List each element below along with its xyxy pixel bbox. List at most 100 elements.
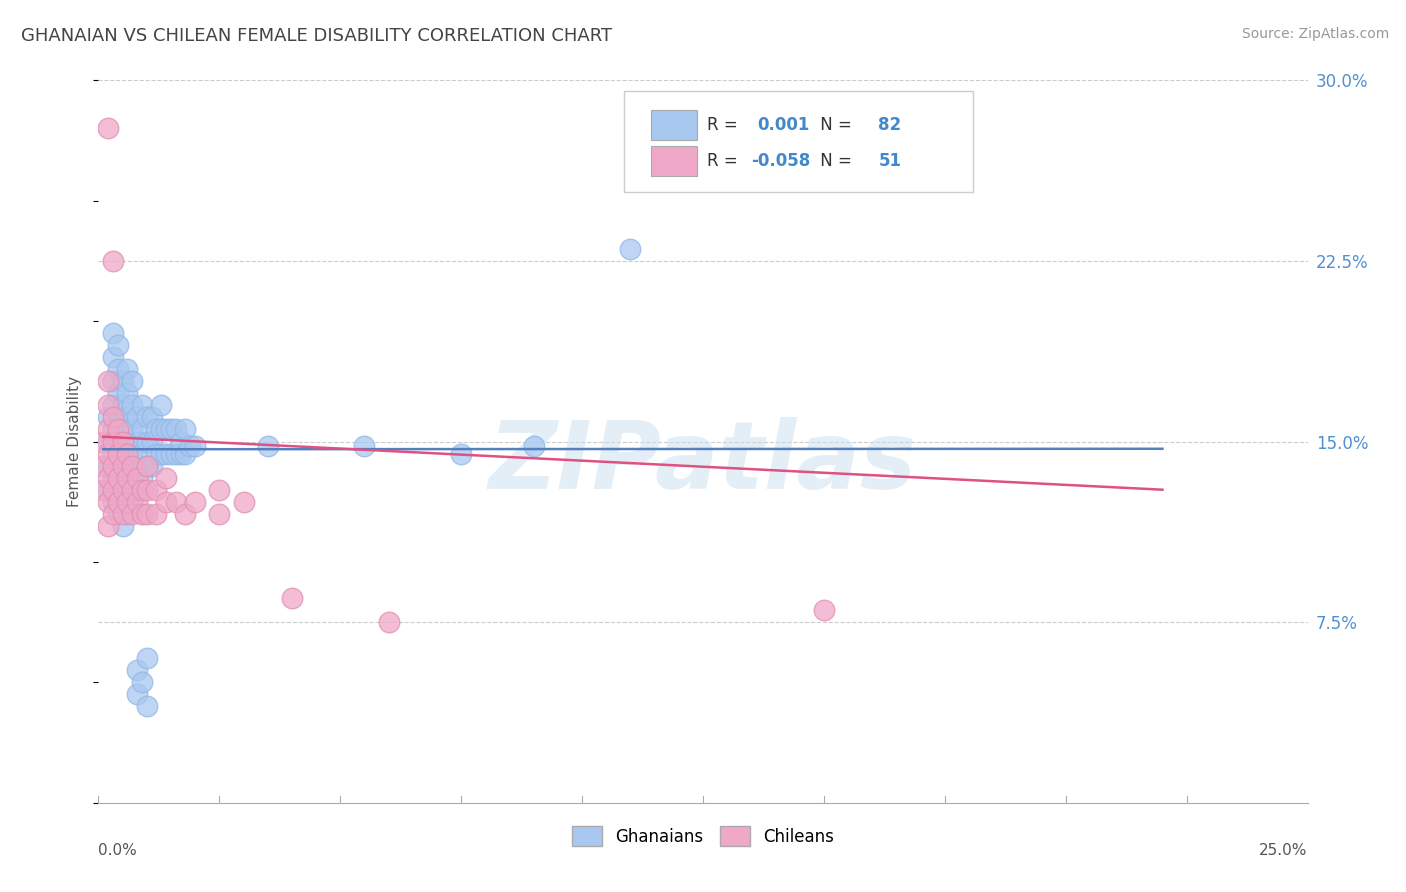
Point (111, 458, 134, 473)
Point (97, 398, 120, 412)
Text: N =: N = (815, 153, 858, 170)
Point (97, 374, 120, 388)
Point (281, 591, 304, 605)
Point (107, 446, 129, 460)
Text: Source: ZipAtlas.com: Source: ZipAtlas.com (1241, 27, 1389, 41)
Point (184, 494, 207, 508)
Point (121, 507, 143, 521)
Point (135, 483, 157, 497)
Point (127, 410, 149, 425)
Point (135, 507, 157, 521)
Point (131, 446, 153, 460)
Point (97, 434, 120, 449)
Point (174, 422, 197, 436)
Point (111, 483, 134, 497)
Point (107, 338, 129, 352)
Point (155, 446, 177, 460)
FancyBboxPatch shape (624, 91, 973, 193)
Text: 82: 82 (879, 116, 901, 134)
Point (208, 507, 231, 521)
Point (131, 470, 153, 484)
Point (135, 699, 157, 714)
Point (107, 507, 129, 521)
Point (141, 434, 163, 449)
Point (121, 470, 143, 484)
Point (135, 651, 157, 665)
Point (150, 422, 173, 436)
Point (121, 458, 143, 473)
Point (107, 422, 129, 436)
Point (97, 121, 120, 136)
Point (813, 603, 835, 617)
Point (155, 470, 177, 484)
Point (127, 458, 149, 473)
Point (127, 434, 149, 449)
Point (232, 494, 254, 508)
Point (523, 439, 546, 453)
Point (145, 507, 167, 521)
Point (97, 458, 120, 473)
Text: 25.0%: 25.0% (1260, 843, 1308, 857)
Point (101, 350, 124, 364)
Point (150, 446, 173, 460)
Point (101, 410, 124, 425)
Point (121, 483, 143, 497)
Point (165, 446, 187, 460)
Point (127, 483, 149, 497)
Text: ZIPatlas: ZIPatlas (489, 417, 917, 509)
Text: N =: N = (815, 116, 858, 134)
Text: 51: 51 (879, 153, 901, 170)
Point (150, 398, 173, 412)
Text: 0.0%: 0.0% (98, 843, 138, 857)
Point (160, 422, 183, 436)
Point (208, 483, 231, 497)
Point (127, 494, 149, 508)
Point (101, 446, 124, 460)
Point (97, 470, 120, 484)
Point (135, 434, 157, 449)
Point (117, 434, 139, 449)
Point (101, 494, 124, 508)
Y-axis label: Female Disability: Female Disability (67, 376, 83, 508)
Point (101, 434, 124, 449)
Legend: Ghanaians, Chileans: Ghanaians, Chileans (565, 820, 841, 852)
Point (117, 446, 139, 460)
Point (117, 410, 139, 425)
Point (131, 507, 153, 521)
Point (107, 494, 129, 508)
Point (127, 687, 149, 701)
Point (179, 439, 201, 453)
Point (117, 507, 139, 521)
Point (101, 398, 124, 412)
Point (97, 518, 120, 533)
Point (256, 439, 278, 453)
Point (111, 398, 134, 412)
Point (111, 446, 134, 460)
Point (111, 434, 134, 449)
Point (111, 518, 134, 533)
Point (141, 410, 163, 425)
Point (101, 458, 124, 473)
Point (127, 470, 149, 484)
Point (135, 410, 157, 425)
Point (121, 494, 143, 508)
Point (131, 483, 153, 497)
Point (131, 422, 153, 436)
Point (107, 386, 129, 401)
Point (121, 398, 143, 412)
Point (111, 422, 134, 436)
Text: 0.001: 0.001 (758, 116, 810, 134)
Point (160, 446, 183, 460)
Point (111, 374, 134, 388)
Point (121, 374, 143, 388)
Text: GHANAIAN VS CHILEAN FEMALE DISABILITY CORRELATION CHART: GHANAIAN VS CHILEAN FEMALE DISABILITY CO… (21, 27, 612, 45)
Point (117, 386, 139, 401)
Point (101, 374, 124, 388)
Point (101, 507, 124, 521)
Point (353, 439, 375, 453)
FancyBboxPatch shape (651, 110, 697, 140)
Point (91, 434, 114, 449)
Point (107, 410, 129, 425)
Point (121, 446, 143, 460)
Point (135, 458, 157, 473)
